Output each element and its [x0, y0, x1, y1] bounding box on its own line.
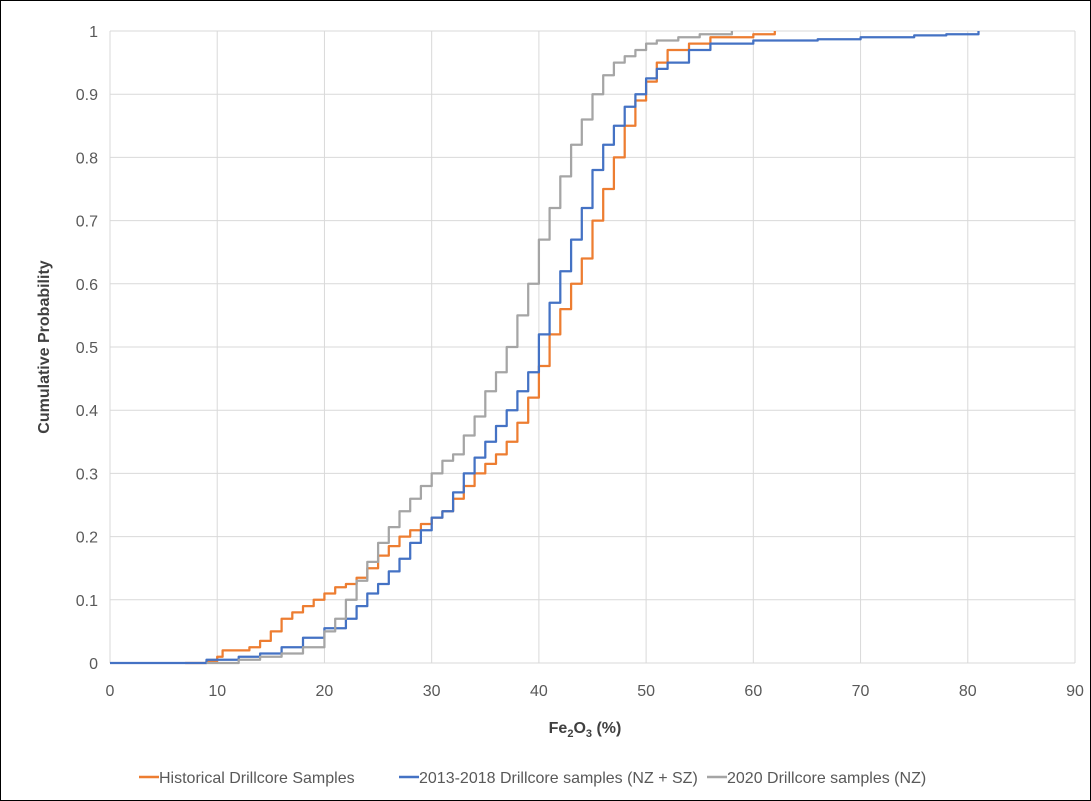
y-tick-label: 0.1 [76, 593, 98, 610]
legend: Historical Drillcore Samples 2013-2018 Dr… [139, 770, 926, 787]
series-lines [110, 31, 980, 665]
y-tick-label: 0.5 [76, 340, 98, 357]
y-tick-label: 0.8 [76, 150, 98, 167]
x-tick-label: 20 [316, 683, 334, 700]
x-tick-label: 40 [530, 683, 548, 700]
y-tick-label: 0.2 [76, 530, 98, 547]
x-tick-label: 90 [1066, 683, 1084, 700]
y-tick-label: 0.9 [76, 87, 98, 104]
y-tick-label: 0 [89, 656, 98, 673]
series-line-1 [185, 31, 776, 665]
y-axis-ticks: 0 0.1 0.2 0.3 0.4 0.5 0.6 0.7 0.8 0.9 1 [76, 24, 98, 673]
y-tick-label: 0.4 [76, 403, 98, 420]
y-axis-title: Cumulative Probability [36, 260, 53, 433]
x-tick-label: 80 [959, 683, 977, 700]
x-tick-label: 50 [637, 683, 655, 700]
y-tick-label: 0.6 [76, 277, 98, 294]
y-tick-label: 0.3 [76, 466, 98, 483]
series-line-2 [110, 31, 980, 665]
x-axis-ticks: 0 10 20 30 40 50 60 70 80 90 [106, 683, 1084, 700]
x-axis-title: Fe2O3 (%) [549, 720, 622, 740]
series-line-3 [206, 31, 734, 665]
legend-label-2: 2013-2018 Drillcore samples (NZ + SZ) [419, 770, 698, 787]
y-tick-label: 1 [89, 24, 98, 41]
x-tick-label: 30 [423, 683, 441, 700]
x-tick-label: 60 [744, 683, 762, 700]
y-tick-label: 0.7 [76, 214, 98, 231]
grid [109, 30, 1076, 664]
x-tick-label: 10 [208, 683, 226, 700]
x-tick-label: 0 [106, 683, 115, 700]
x-tick-label: 70 [852, 683, 870, 700]
legend-label-3: 2020 Drillcore samples (NZ) [727, 770, 926, 787]
legend-label-1: Historical Drillcore Samples [159, 770, 355, 787]
